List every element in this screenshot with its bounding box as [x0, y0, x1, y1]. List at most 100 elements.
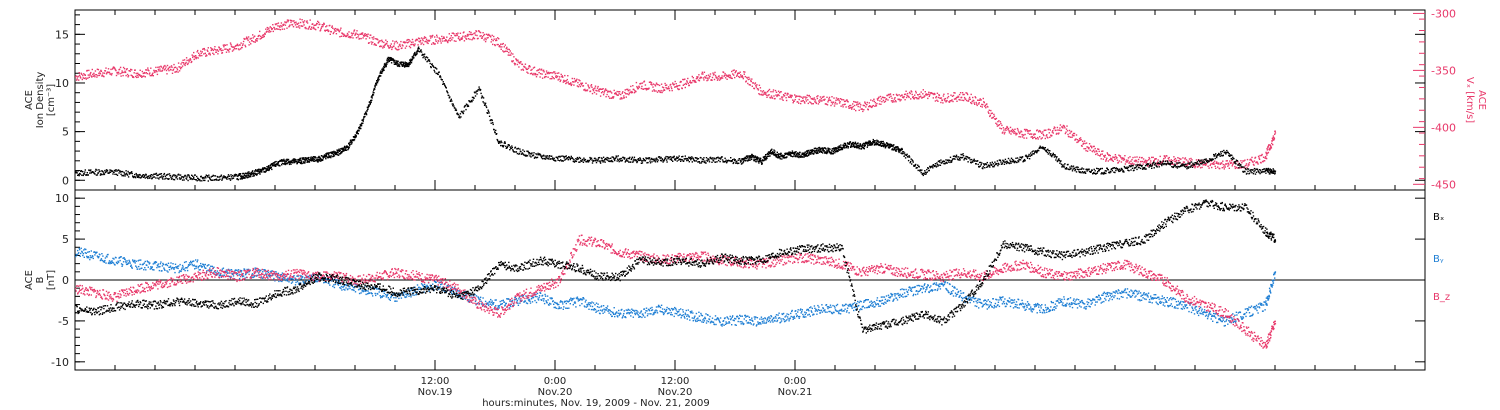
top-density-series-point: [739, 158, 741, 160]
top-velocity-series-point: [951, 99, 953, 101]
top-velocity-series-point: [994, 118, 997, 120]
top-density-series-point: [755, 161, 757, 163]
top-density-series-point: [910, 158, 912, 160]
top-density-series-point: [490, 119, 492, 121]
top-density-series-point: [351, 140, 353, 143]
top-velocity-series-point: [1258, 157, 1260, 159]
top-velocity-series-point: [204, 52, 206, 54]
top-density-series-point: [820, 148, 822, 150]
top-velocity-series-point: [644, 88, 646, 90]
top-density-series-point: [377, 78, 379, 81]
top-velocity-series-point: [252, 37, 254, 39]
top-velocity-series-point: [1241, 162, 1243, 164]
top-velocity-series-point: [498, 38, 500, 40]
top-velocity-series-point: [347, 34, 349, 36]
top-velocity-series-point: [763, 93, 765, 95]
top-velocity-series-point: [989, 115, 991, 118]
top-velocity-series-point: [196, 56, 198, 59]
top-density-series-point: [569, 158, 571, 161]
top-velocity-series-point: [220, 48, 222, 50]
top-velocity-series-point: [381, 41, 383, 43]
top-velocity-series-point: [727, 76, 730, 78]
top-velocity-series-point: [570, 82, 572, 84]
top-velocity-series-point: [755, 85, 757, 87]
top-density-series-point: [740, 160, 742, 162]
top-density-series-point: [631, 156, 633, 158]
top-velocity-series-point: [1035, 137, 1037, 140]
top-velocity-series-point: [111, 72, 113, 75]
top-density-series-point: [850, 146, 852, 148]
top-velocity-series-point: [1144, 161, 1146, 163]
top-velocity-series-point: [633, 88, 635, 91]
top-density-series-point: [362, 120, 364, 122]
top-velocity-series-point: [187, 62, 189, 65]
top-density-series-point: [553, 159, 555, 161]
top-density-series-point: [559, 160, 561, 162]
top-density-series-point: [882, 143, 884, 145]
top-velocity-series-point: [1052, 130, 1054, 132]
top-density-series-point: [316, 159, 318, 162]
top-density-series-point: [757, 158, 759, 160]
top-density-series-point: [274, 164, 276, 167]
top-velocity-series-point: [642, 88, 645, 90]
top-velocity-series-point: [466, 35, 468, 37]
top-velocity-series-point: [1038, 129, 1040, 132]
top-density-series-point: [691, 156, 693, 158]
top-velocity-series-point: [620, 93, 622, 96]
top-velocity-series-point: [362, 34, 365, 37]
top-velocity-series-point: [475, 30, 478, 33]
top-velocity-series-point: [776, 95, 778, 98]
top-velocity-series-point: [672, 82, 674, 84]
top-velocity-series-point: [720, 77, 723, 79]
top-density-series-point: [871, 143, 873, 145]
top-density-series-point: [740, 161, 742, 163]
top-velocity-series-point: [83, 73, 85, 75]
top-velocity-series-point: [299, 21, 302, 24]
top-density-series-point: [343, 146, 346, 148]
top-velocity-series-point: [423, 36, 426, 38]
top-velocity-series-point: [702, 73, 704, 75]
top-density-series-point: [814, 151, 816, 153]
top-density-series-point: [795, 151, 797, 153]
top-velocity-series-point: [1240, 160, 1242, 162]
top-velocity-series-point: [624, 89, 626, 91]
top-density-series-point: [360, 123, 362, 125]
top-velocity-series-point: [391, 48, 393, 51]
top-velocity-series-point: [1150, 160, 1152, 162]
top-density-series-point: [636, 161, 638, 164]
top-velocity-series-point: [312, 27, 314, 30]
top-velocity-series-point: [292, 26, 295, 28]
top-velocity-series-point: [172, 68, 175, 71]
top-velocity-series-point: [765, 94, 768, 96]
top-velocity-series-point: [503, 51, 505, 53]
top-velocity-series-point: [1118, 154, 1120, 156]
top-velocity-series-point: [866, 103, 868, 106]
top-density-series-point: [409, 62, 411, 64]
top-velocity-series-point: [834, 103, 836, 105]
top-velocity-series-point: [201, 54, 203, 57]
top-density-series-point: [266, 168, 268, 170]
top-velocity-series-point: [928, 91, 930, 93]
top-density-series-point: [847, 147, 849, 149]
top-velocity-series-point: [1068, 129, 1071, 132]
top-density-series-point: [404, 66, 406, 68]
top-velocity-series-point: [1229, 160, 1231, 162]
top-density-series-point: [351, 142, 353, 144]
top-velocity-series-point: [105, 73, 108, 75]
top-velocity-series-point: [838, 102, 841, 104]
top-density-series-point: [600, 157, 603, 159]
top-velocity-series-point: [768, 88, 771, 91]
top-velocity-series-point: [986, 103, 988, 105]
top-density-series-point: [808, 151, 811, 153]
top-velocity-series-point: [242, 43, 244, 45]
top-velocity-series-point: [1258, 158, 1261, 160]
top-velocity-series-point: [380, 45, 382, 48]
top-velocity-series-point: [1231, 165, 1233, 167]
top-density-series-point: [863, 145, 865, 147]
top-velocity-series-point: [166, 73, 168, 75]
top-density-series-point: [816, 151, 819, 153]
top-density-series-point: [422, 54, 425, 56]
top-velocity-series-point: [1267, 151, 1270, 154]
top-velocity-series-point: [199, 55, 201, 57]
top-velocity-series-point: [120, 72, 123, 74]
